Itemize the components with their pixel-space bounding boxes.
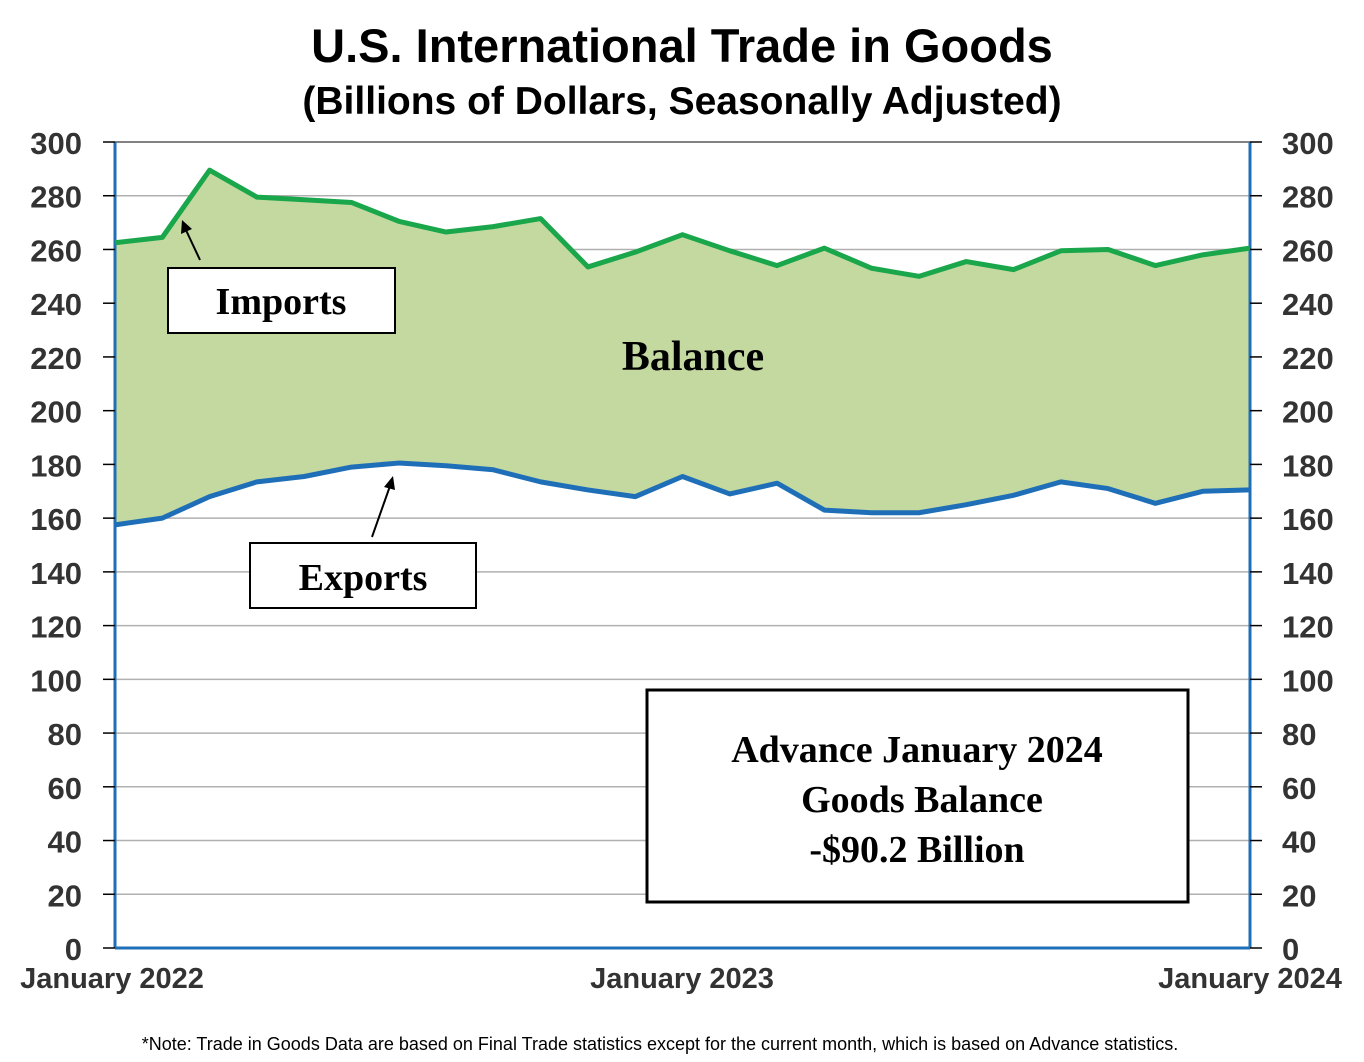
y-tick-right-260: 260: [1282, 233, 1334, 268]
footnote: *Note: Trade in Goods Data are based on …: [142, 1034, 1179, 1054]
chart-subtitle: (Billions of Dollars, Seasonally Adjuste…: [302, 80, 1061, 123]
y-tick-left-300: 300: [30, 126, 82, 161]
y-tick-right-220: 220: [1282, 341, 1334, 376]
y-tick-right-0: 0: [1282, 932, 1299, 967]
exports-arrow-head: [384, 476, 395, 490]
y-tick-left-20: 20: [48, 878, 82, 913]
y-tick-left-60: 60: [48, 771, 82, 806]
y-tick-left-140: 140: [30, 556, 82, 591]
y-tick-right-140: 140: [1282, 556, 1334, 591]
y-tick-left-220: 220: [30, 341, 82, 376]
y-tick-left-100: 100: [30, 663, 82, 698]
y-tick-right-100: 100: [1282, 663, 1334, 698]
y-tick-right-200: 200: [1282, 395, 1334, 430]
imports-label: Imports: [216, 281, 347, 323]
balance-area: [115, 170, 1250, 525]
balance-label: Balance: [622, 334, 764, 380]
y-tick-right-280: 280: [1282, 180, 1334, 215]
y-tick-left-260: 260: [30, 233, 82, 268]
y-tick-left-240: 240: [30, 287, 82, 322]
y-tick-right-80: 80: [1282, 717, 1316, 752]
y-tick-left-180: 180: [30, 448, 82, 483]
y-tick-right-40: 40: [1282, 825, 1316, 860]
y-tick-right-120: 120: [1282, 610, 1334, 645]
y-tick-right-20: 20: [1282, 878, 1316, 913]
x-tick-label-1: January 2023: [590, 963, 774, 995]
y-tick-right-300: 300: [1282, 126, 1334, 161]
x-tick-label-2: January 2024: [1158, 963, 1342, 995]
annotation-line1: Advance January 2024: [731, 729, 1103, 771]
advance-annotation-box: Advance January 2024 Goods Balance -$90.…: [645, 688, 1190, 904]
exports-label: Exports: [299, 557, 428, 599]
exports-label-box: Exports: [249, 542, 477, 609]
y-tick-left-280: 280: [30, 180, 82, 215]
exports-arrow: [371, 485, 391, 538]
y-tick-left-40: 40: [48, 825, 82, 860]
annotation-line3: -$90.2 Billion: [809, 829, 1024, 871]
y-tick-left-160: 160: [30, 502, 82, 537]
annotation-line2: Goods Balance: [801, 779, 1043, 821]
imports-arrow: [184, 227, 201, 261]
y-tick-left-200: 200: [30, 395, 82, 430]
imports-label-box: Imports: [167, 267, 396, 334]
x-tick-label-0: January 2022: [20, 963, 204, 995]
y-tick-right-180: 180: [1282, 448, 1334, 483]
y-tick-right-160: 160: [1282, 502, 1334, 537]
plot-area: 0 0 20 20 40 40 60 60 80 80 100 100 120 120 140 140 160 1…: [20, 126, 1342, 995]
chart-title: U.S. International Trade in Goods: [311, 19, 1053, 72]
y-tick-left-0: 0: [65, 932, 82, 967]
y-tick-left-80: 80: [48, 717, 82, 752]
imports-arrow-head: [181, 220, 192, 234]
y-tick-right-60: 60: [1282, 771, 1316, 806]
y-tick-left-120: 120: [30, 610, 82, 645]
y-tick-right-240: 240: [1282, 287, 1334, 322]
